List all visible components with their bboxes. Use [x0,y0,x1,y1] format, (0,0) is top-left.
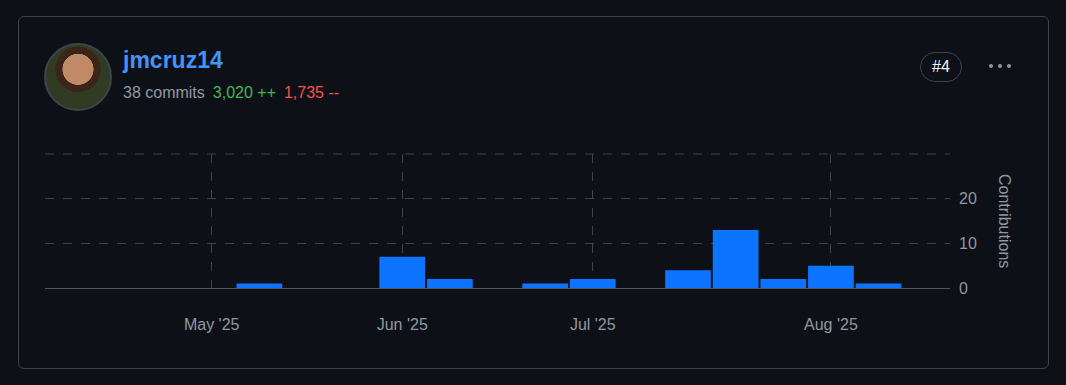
svg-text:Jun '25: Jun '25 [377,316,428,333]
svg-text:Contributions: Contributions [996,174,1013,268]
svg-text:Jul '25: Jul '25 [570,316,616,333]
html-text:#4: #4 [932,58,950,75]
svg-text:20: 20 [959,190,977,207]
svg-text:0: 0 [959,280,968,297]
svg-text:May '25: May '25 [184,316,240,333]
html-text:38 commits: 38 commits [123,84,205,101]
svg-text:Aug '25: Aug '25 [804,316,858,333]
svg-text:10: 10 [959,235,977,252]
html-text:1,735 --: 1,735 -- [284,84,340,101]
html-text:jmcruz14: jmcruz14 [123,47,223,73]
html-text:3,020 ++: 3,020 ++ [212,84,276,101]
